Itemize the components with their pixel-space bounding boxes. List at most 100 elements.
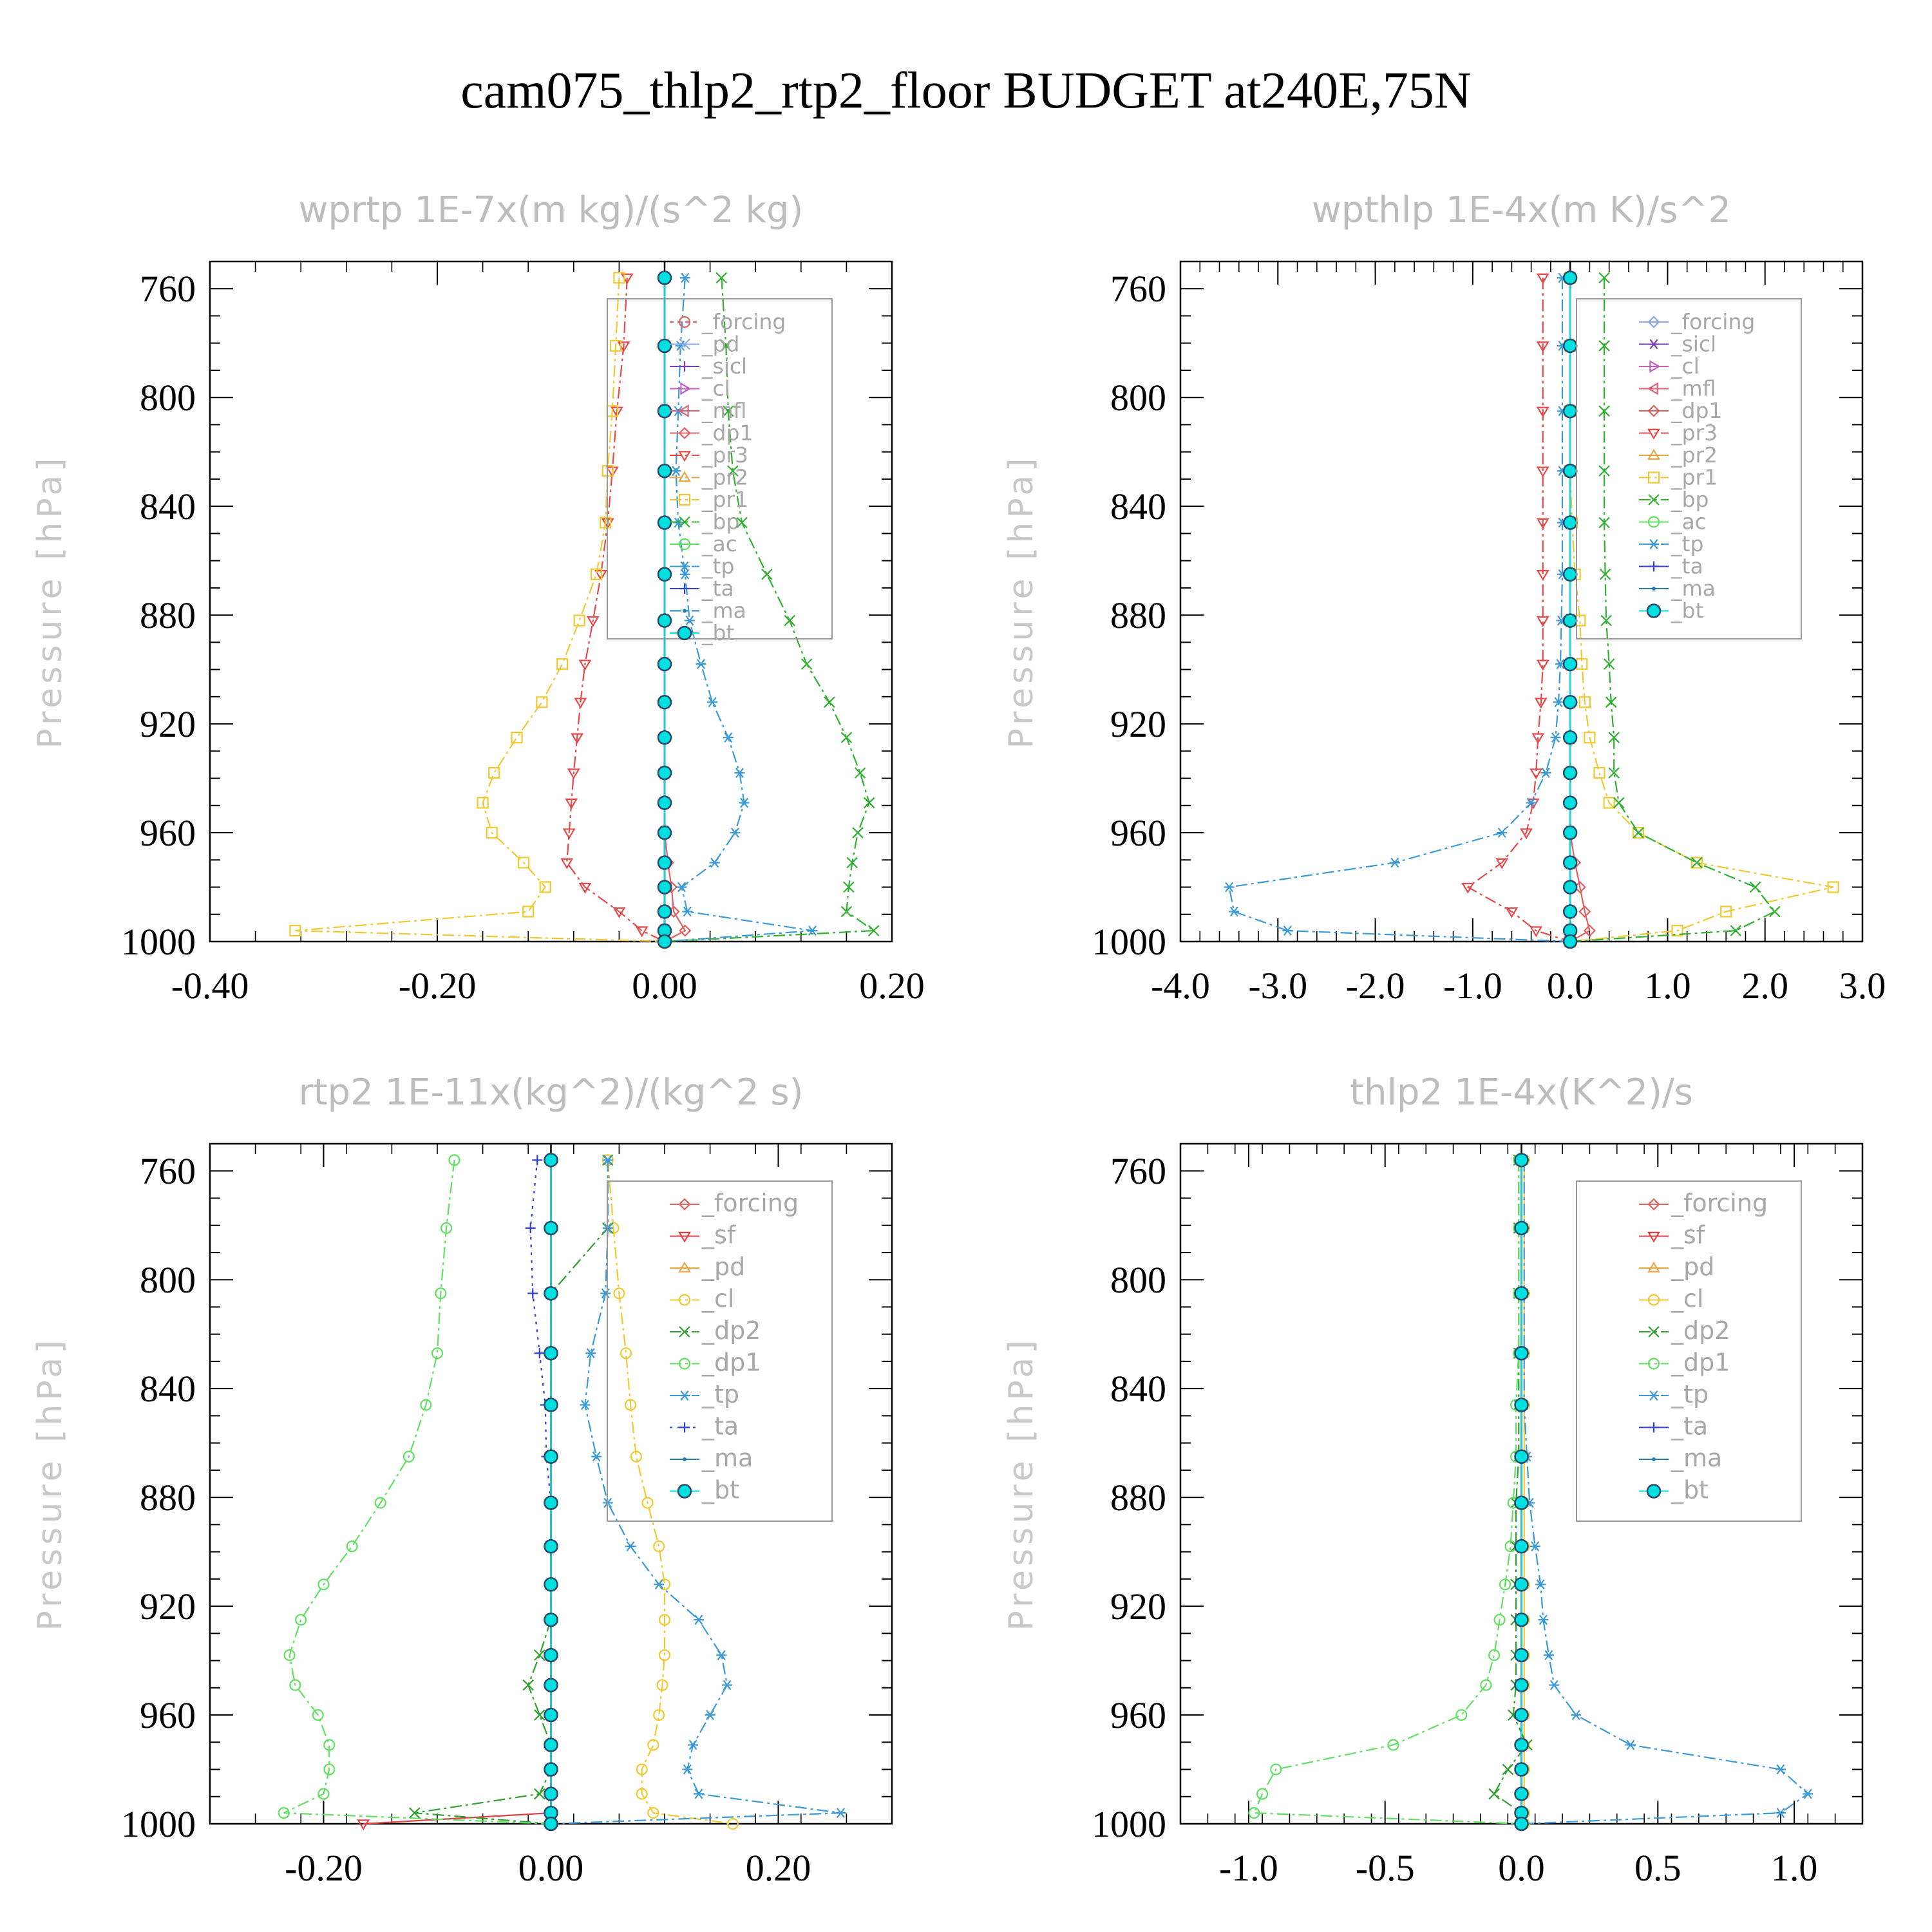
- data-point: [544, 1286, 558, 1301]
- data-point: [1538, 1615, 1549, 1625]
- data-point: [323, 1763, 336, 1776]
- data-point: [1514, 1397, 1529, 1412]
- data-point: [1248, 1807, 1260, 1819]
- x-tick-label: -0.40: [171, 965, 249, 1007]
- y-tick-label: 840: [1110, 486, 1166, 527]
- legend-label: _sicl: [701, 354, 747, 379]
- legend-marker: [1646, 1484, 1662, 1499]
- data-point: [1571, 1710, 1582, 1720]
- data-point: [1598, 516, 1610, 529]
- legend-label: _forcing: [1671, 309, 1755, 334]
- data-point: [1514, 1577, 1529, 1592]
- data-point: [1536, 466, 1549, 478]
- data-point: [1514, 1286, 1529, 1301]
- data-point: [716, 1650, 727, 1660]
- data-point: [1603, 797, 1615, 809]
- data-point: [539, 881, 551, 893]
- data-point: [1530, 1541, 1540, 1552]
- data-point: [1593, 767, 1605, 779]
- data-point: [534, 1709, 545, 1721]
- data-point: [840, 905, 853, 918]
- panel-title-wprtp: wprtp 1E-7x(m kg)/(s^2 kg): [299, 189, 804, 231]
- data-point: [620, 1347, 632, 1359]
- legend-wpthlp: _forcing_sicl_cl_mfl_dp1_pr3_pr2_pr1_bp_…: [1576, 298, 1802, 639]
- series-line: [414, 1160, 609, 1825]
- series-rtp2-bt: [544, 1153, 558, 1832]
- data-point: [323, 1739, 336, 1751]
- data-point: [647, 1807, 659, 1819]
- data-point: [1514, 1678, 1529, 1692]
- data-point: [727, 465, 739, 477]
- legend-label: _pr2: [1671, 442, 1718, 468]
- data-point: [534, 1788, 545, 1800]
- data-point: [657, 338, 672, 354]
- legend-label: _ma: [1671, 576, 1716, 601]
- data-point: [1671, 925, 1683, 937]
- x-tick-label: 3.0: [1839, 965, 1886, 1007]
- legend-marker: [1646, 603, 1662, 618]
- legend-label: _tp: [1671, 1380, 1709, 1408]
- legend-label: _ta: [1671, 1412, 1708, 1441]
- legend-label: _dp2: [1671, 1316, 1730, 1345]
- data-point: [647, 1739, 659, 1751]
- data-point: [486, 826, 498, 839]
- data-point: [624, 1399, 637, 1411]
- legend-marker: [1647, 516, 1660, 528]
- data-point: [1256, 1788, 1269, 1800]
- legend-marker: [1647, 1231, 1660, 1243]
- legend-marker: [1649, 561, 1659, 572]
- panel-title-rtp2: rtp2 1E-11x(kg^2)/(kg^2 s): [299, 1072, 804, 1113]
- data-point: [657, 904, 672, 919]
- legend-marker: [677, 625, 692, 641]
- data-point: [544, 1612, 558, 1627]
- legend-marker: [1652, 587, 1656, 591]
- y-tick-label: 1000: [1092, 1803, 1166, 1845]
- series-line: [664, 278, 813, 943]
- data-point: [679, 924, 692, 937]
- data-point: [1514, 1495, 1529, 1510]
- y-tick-label: 880: [140, 594, 196, 636]
- data-point: [641, 1497, 654, 1509]
- data-point: [840, 732, 853, 743]
- legend-label: _ac: [1671, 509, 1707, 535]
- data-point: [658, 1649, 671, 1662]
- data-point: [562, 828, 576, 840]
- series-rtp2-dp2: [408, 1154, 614, 1830]
- legend-label: _dp1: [701, 1349, 761, 1377]
- data-point: [1514, 1220, 1529, 1236]
- y-tick-label: 760: [1110, 268, 1166, 310]
- data-point: [657, 567, 672, 582]
- legend-marker: [678, 1358, 691, 1370]
- data-point: [420, 1399, 432, 1411]
- y-tick-label: 800: [1110, 1259, 1166, 1301]
- legend-marker: [677, 404, 689, 417]
- data-point: [670, 466, 681, 477]
- data-point: [1530, 926, 1543, 938]
- data-point: [544, 1577, 558, 1592]
- x-tick-label: -2.0: [1346, 965, 1405, 1007]
- data-point: [693, 1615, 704, 1625]
- legend-marker: [1647, 404, 1660, 417]
- data-point: [1562, 338, 1578, 354]
- data-point: [657, 656, 672, 672]
- data-point: [544, 1738, 558, 1752]
- legend-label: _forcing: [701, 1189, 799, 1217]
- plot-frame-wpthlp: [1179, 260, 1864, 943]
- series-wpthlp-tp: [1224, 272, 1576, 947]
- legend-label: _pr3: [1671, 421, 1718, 446]
- data-point: [1536, 273, 1549, 285]
- legend-label: _ta: [701, 576, 734, 601]
- data-point: [682, 906, 693, 917]
- legend-label: _bt: [1671, 598, 1703, 623]
- data-point: [602, 1155, 613, 1166]
- data-point: [573, 614, 585, 627]
- data-point: [374, 1497, 386, 1509]
- data-point: [402, 1450, 415, 1463]
- legend-label: _tp: [1671, 531, 1703, 556]
- data-point: [1562, 404, 1578, 419]
- legend-marker: [678, 426, 691, 440]
- data-point: [657, 515, 672, 530]
- data-point: [1514, 1647, 1529, 1663]
- legend-marker: [678, 1261, 691, 1273]
- legend-marker: [1647, 316, 1660, 328]
